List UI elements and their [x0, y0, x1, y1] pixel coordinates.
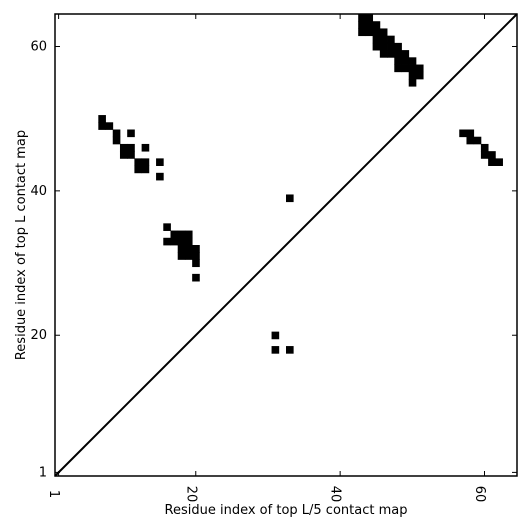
contact-cell [271, 331, 280, 340]
contact-cell [372, 28, 381, 37]
contact-cell [184, 252, 193, 260]
contact-cell [459, 129, 467, 138]
y-tick-label: 40 [30, 184, 47, 199]
contact-cell [177, 237, 186, 246]
contact-cell [119, 151, 128, 159]
contact-cell [141, 165, 150, 174]
contact-cell [408, 57, 417, 65]
contact-cell [177, 245, 186, 253]
contact-cell [401, 57, 410, 65]
contact-cell [127, 143, 135, 152]
contact-cell [141, 143, 150, 152]
contact-cells [98, 14, 503, 354]
contact-cell [488, 151, 496, 159]
plot-frame [54, 13, 518, 477]
contact-cell [358, 21, 366, 29]
diagonal-line [54, 13, 518, 477]
y-tick-label: 60 [30, 39, 47, 54]
contact-cell [415, 64, 424, 73]
contact-cell [394, 50, 402, 58]
y-axis-label: Residue index of top L contact map [14, 130, 29, 360]
contact-cell [387, 42, 395, 51]
contact-cell [112, 129, 121, 138]
contact-cell [286, 346, 294, 354]
contact-cell [184, 237, 193, 246]
y-tick-label: 1 [39, 465, 47, 480]
x-tick-label: 1 [46, 490, 61, 498]
contact-cell [387, 35, 395, 44]
contact-cell [358, 14, 366, 22]
contact-cell [105, 122, 114, 130]
contact-cell [379, 28, 388, 37]
contact-cell [401, 64, 410, 73]
contact-cell [408, 78, 417, 87]
contact-cell [394, 57, 402, 65]
contact-cell [379, 50, 388, 58]
contact-cell [156, 158, 164, 166]
contact-cell [488, 158, 496, 166]
contact-cell [156, 172, 164, 181]
contact-cell [365, 28, 374, 37]
contact-cell [372, 21, 381, 29]
contact-cell [480, 143, 489, 152]
contact-cell [394, 64, 402, 73]
x-tick-label: 20 [183, 486, 198, 503]
contact-cell [365, 21, 374, 29]
contact-cell [271, 346, 280, 354]
contact-cell [401, 50, 410, 58]
contact-cell [177, 230, 186, 239]
contact-cell [134, 165, 143, 174]
contact-cell [372, 42, 381, 51]
contact-cell [372, 35, 381, 44]
contact-cell [394, 42, 402, 51]
contact-cell [387, 50, 395, 58]
contact-cell [480, 151, 489, 159]
contact-cell [170, 237, 179, 246]
contact-cell [466, 136, 475, 145]
contact-cell [192, 252, 200, 260]
contact-cell [163, 223, 171, 231]
contact-cell [379, 42, 388, 51]
contact-cell [184, 245, 193, 253]
contact-cell [495, 158, 503, 166]
contact-cell [365, 14, 374, 22]
contact-cell [127, 151, 135, 159]
contact-cell [408, 64, 417, 73]
contact-cell [286, 194, 294, 203]
contact-cell [98, 122, 106, 130]
axis-ticks: 1 20 40 60 1 20 40 60 [30, 14, 517, 502]
contact-cell [98, 115, 106, 123]
contact-cell [119, 143, 128, 152]
contact-cell [184, 230, 193, 239]
contact-cell [163, 237, 171, 246]
contact-cell [192, 259, 200, 268]
contact-cell [379, 35, 388, 44]
x-axis-label: Residue index of top L/5 contact map [165, 503, 408, 518]
contact-cell [358, 28, 366, 37]
contact-cell [177, 252, 186, 260]
contact-cell [473, 136, 482, 145]
contact-cell [466, 129, 475, 138]
contact-cell [408, 71, 417, 80]
contact-cell [127, 129, 135, 138]
contact-cell [192, 273, 200, 282]
x-tick-label: 40 [328, 486, 343, 503]
contact-cell [141, 158, 150, 166]
contact-cell [112, 136, 121, 145]
contact-cell [192, 245, 200, 253]
contact-cell [170, 230, 179, 239]
y-tick-label: 20 [30, 328, 47, 343]
contact-cell [415, 71, 424, 80]
contact-cell [134, 158, 143, 166]
x-tick-label: 60 [472, 486, 487, 503]
